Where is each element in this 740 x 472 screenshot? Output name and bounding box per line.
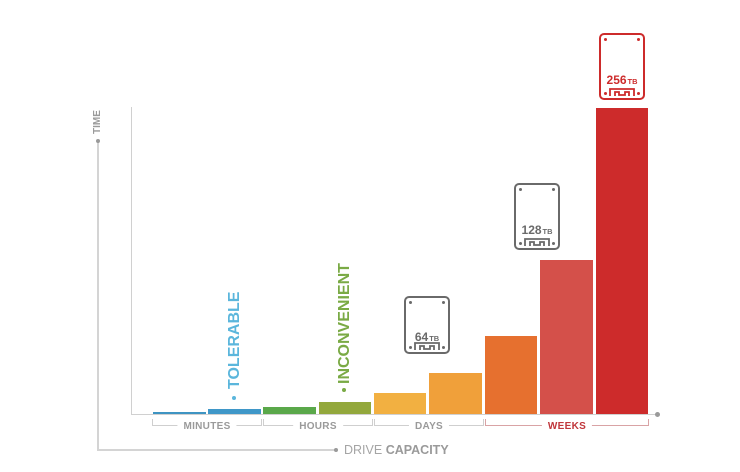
bar-6 <box>429 373 482 414</box>
minutes-label: MINUTES <box>177 421 237 433</box>
outer-x-axis-endpoint <box>334 448 338 452</box>
bar-5 <box>374 393 426 414</box>
tolerable-dot <box>232 396 236 400</box>
tolerable-label: TOLERABLE <box>226 291 243 389</box>
bar-4 <box>319 402 371 414</box>
inconvenient-dot <box>342 388 346 392</box>
bar-3 <box>263 407 316 414</box>
hours-label: HOURS <box>293 421 343 433</box>
inner-y-axis <box>131 107 132 415</box>
y-axis-label: TIME <box>92 110 103 134</box>
x-axis-label-light: DRIVE <box>344 443 383 457</box>
drive-128tb-icon: 128TB <box>514 183 560 250</box>
bar-1 <box>153 412 206 414</box>
x-axis-label: DRIVE CAPACITY <box>344 443 449 457</box>
drive-256tb-capacity: 256 <box>606 73 627 87</box>
bar-9 <box>596 108 648 414</box>
drive-256tb-icon: 256TB <box>599 33 645 100</box>
inner-x-axis <box>131 414 656 415</box>
drive-64tb-icon: 64TB <box>404 296 450 354</box>
bar-2 <box>208 409 261 414</box>
bar-7 <box>485 336 537 414</box>
drive-128tb-capacity: 128 <box>521 223 542 237</box>
outer-x-axis <box>97 449 335 451</box>
days-label: DAYS <box>408 421 450 433</box>
inner-x-axis-endpoint <box>655 412 660 417</box>
inconvenient-label: INCONVENIENT <box>336 263 353 384</box>
drive-64tb-capacity: 64 <box>414 330 429 344</box>
x-axis-label-bold: CAPACITY <box>385 443 449 457</box>
weeks-label: WEEKS <box>541 421 593 433</box>
outer-y-axis <box>97 142 99 451</box>
bar-8 <box>540 260 593 414</box>
outer-y-axis-endpoint <box>96 139 100 143</box>
